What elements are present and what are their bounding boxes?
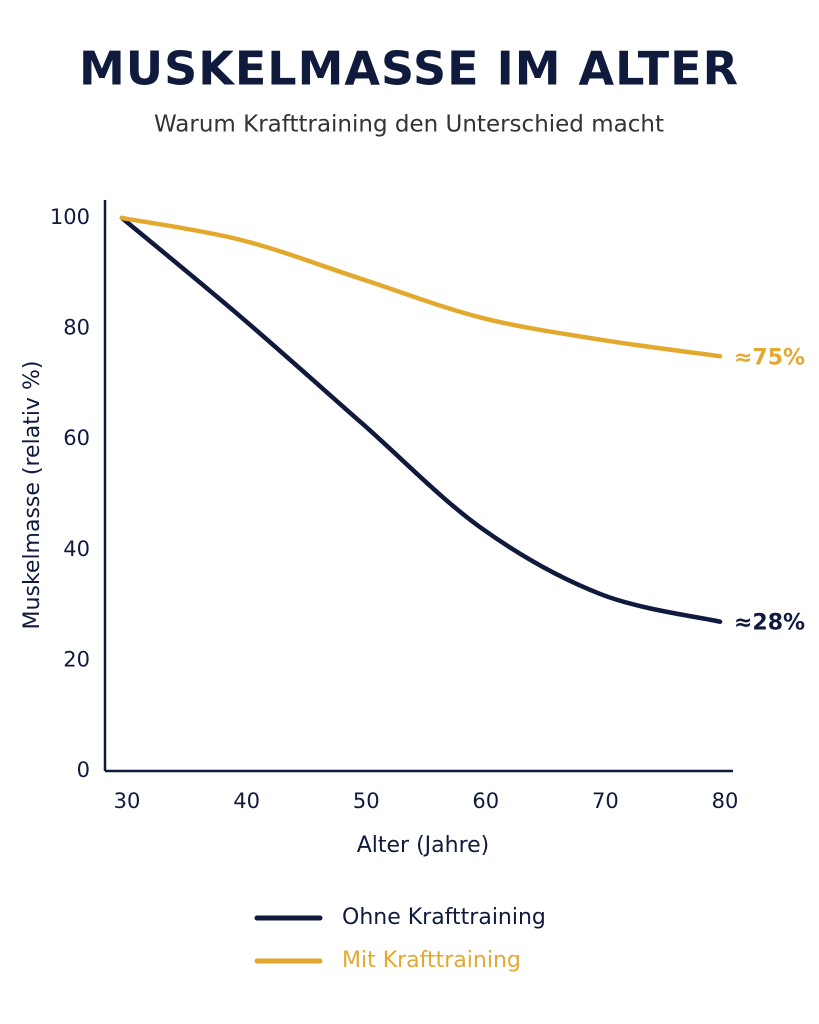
x-tick-label: 50	[353, 789, 380, 813]
x-tick-label: 60	[472, 789, 499, 813]
legend-label: Ohne Krafttraining	[342, 905, 546, 930]
x-tick-label: 80	[712, 789, 739, 813]
y-tick-label: 20	[63, 647, 90, 671]
y-tick-label: 100	[50, 205, 90, 229]
chart-title: MUSKELMASSE IM ALTER	[79, 42, 739, 96]
series-line	[119, 215, 723, 359]
x-tick-label: 40	[233, 789, 260, 813]
x-axis-label: Alter (Jahre)	[357, 833, 490, 858]
y-tick-label: 40	[63, 537, 90, 561]
y-tick-label: 0	[77, 758, 90, 782]
x-tick-label: 70	[592, 789, 619, 813]
y-tick-label: 80	[63, 316, 90, 340]
x-tick-label: 30	[114, 789, 141, 813]
end-annotation: ≈75%	[734, 345, 805, 370]
y-tick-label: 60	[63, 426, 90, 450]
legend-label: Mit Krafttraining	[342, 948, 521, 973]
y-axis-label: Muskelmasse (relativ %)	[20, 361, 45, 630]
chart-subtitle: Warum Krafttraining den Unterschied mach…	[154, 112, 664, 138]
end-annotation: ≈28%	[734, 611, 805, 636]
series-line	[119, 215, 723, 624]
